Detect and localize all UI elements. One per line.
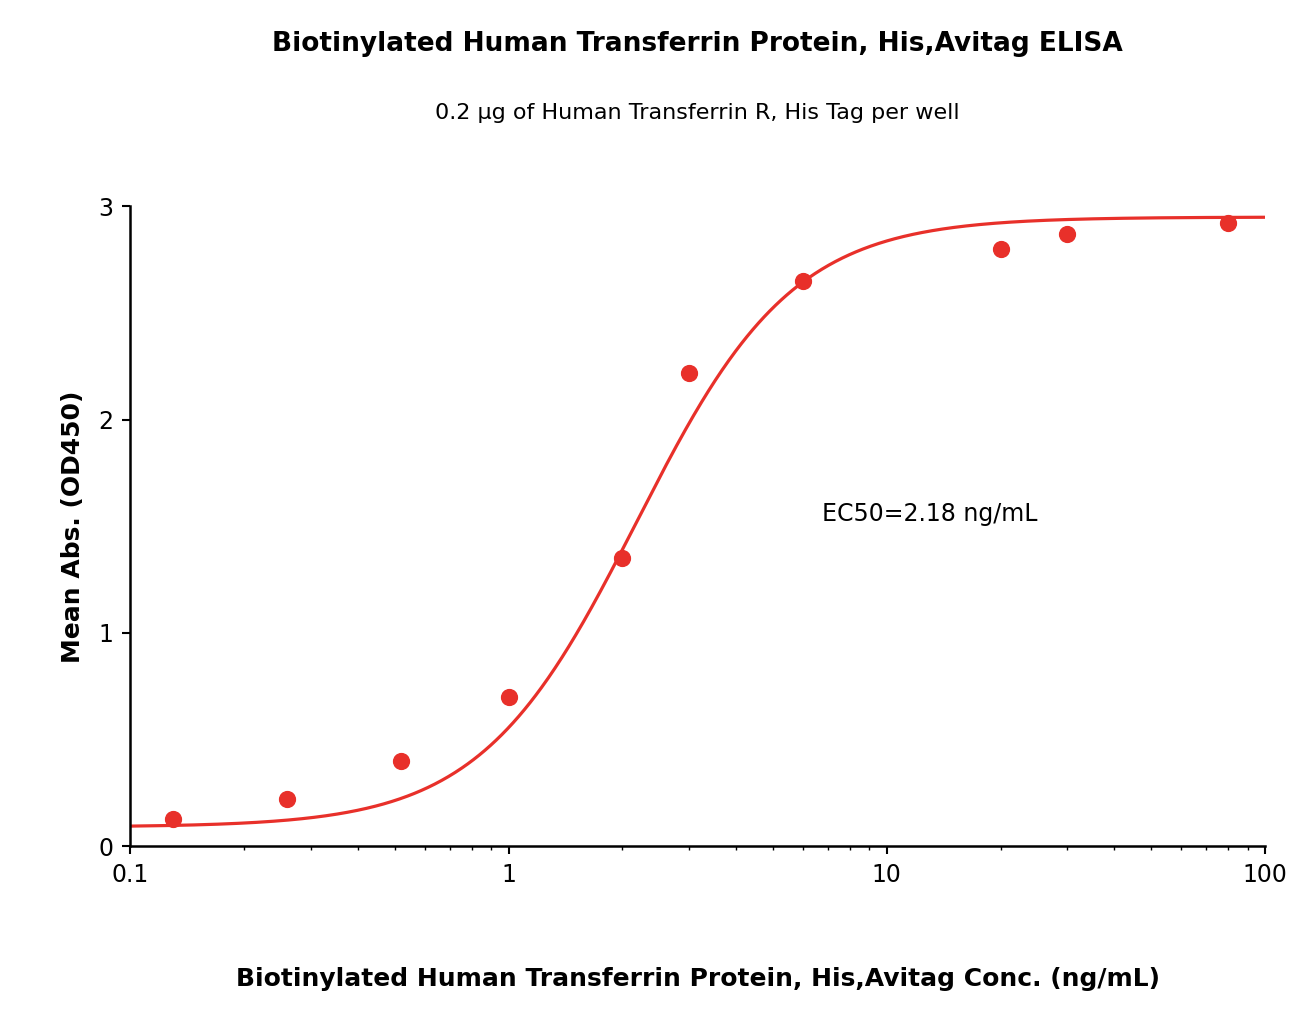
Point [391,752,412,769]
Point [276,792,297,808]
Point [163,810,184,827]
Text: EC50=2.18 ng/mL: EC50=2.18 ng/mL [823,502,1038,525]
Point [793,272,814,289]
Point [498,688,519,705]
Point [678,364,699,381]
Y-axis label: Mean Abs. (OD450): Mean Abs. (OD450) [61,390,85,663]
Point [990,240,1011,257]
Point [612,550,632,567]
Point [1218,216,1239,232]
Text: Biotinylated Human Transferrin Protein, His,Avitag Conc. (ng/mL): Biotinylated Human Transferrin Protein, … [236,967,1159,991]
Text: Biotinylated Human Transferrin Protein, His,Avitag ELISA: Biotinylated Human Transferrin Protein, … [273,31,1123,57]
Point [1056,226,1077,243]
Text: 0.2 μg of Human Transferrin R, His Tag per well: 0.2 μg of Human Transferrin R, His Tag p… [436,103,960,123]
